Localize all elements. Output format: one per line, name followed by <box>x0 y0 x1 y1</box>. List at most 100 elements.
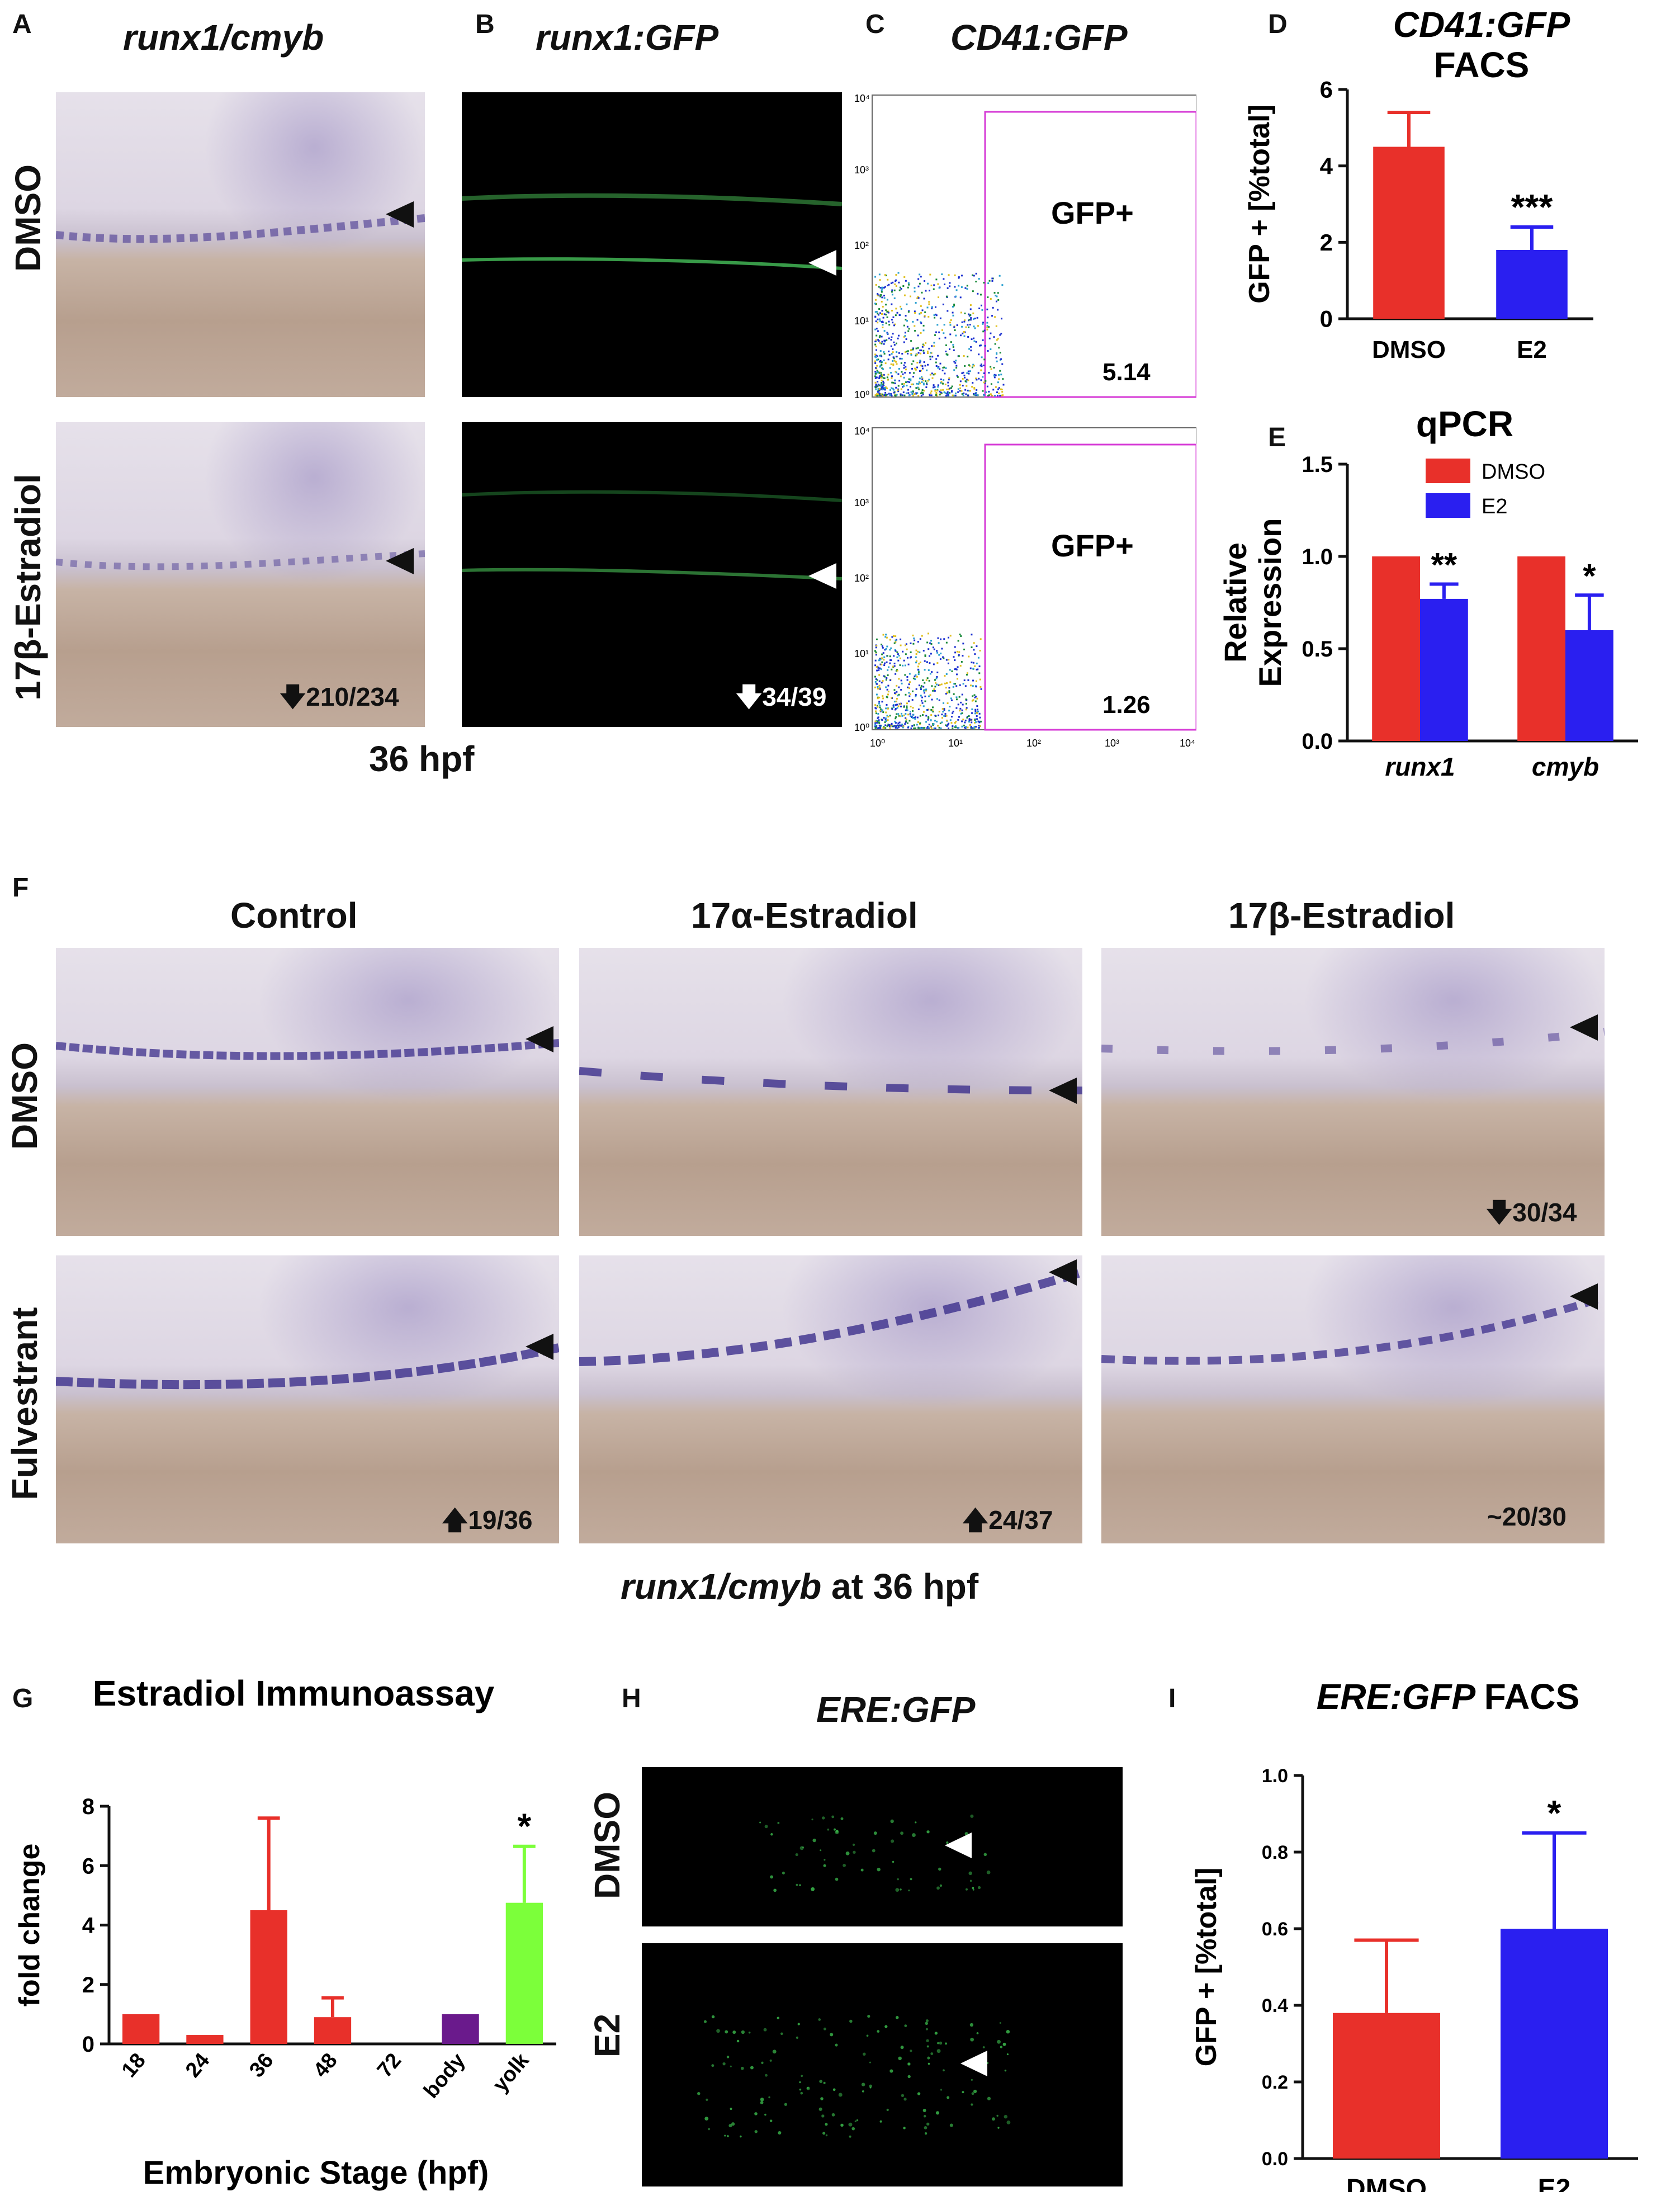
facs-event-dot <box>915 387 917 389</box>
facs-event-dot <box>890 345 892 347</box>
facs-event-dot <box>895 650 897 652</box>
facs-event-dot <box>893 289 896 291</box>
facs-event-dot <box>895 639 897 641</box>
facs-event-dot <box>958 277 960 279</box>
facs-event-dot <box>887 278 889 281</box>
facs-event-dot <box>938 331 940 333</box>
facs-event-dot <box>906 707 908 709</box>
facs-event-dot <box>964 319 966 322</box>
gfp-signal-dot <box>778 2131 782 2135</box>
gfp-signal-dot <box>912 1833 916 1838</box>
facs-event-dot <box>875 339 877 341</box>
arrowhead-icon <box>1570 1283 1598 1310</box>
facs-event-dot <box>885 322 887 324</box>
facs-event-dot <box>962 683 964 685</box>
facs-event-dot <box>891 377 893 379</box>
facs-event-dot <box>875 726 877 729</box>
facs-event-dot <box>898 654 900 657</box>
facs-event-dot <box>942 389 944 391</box>
chart-title: qPCR <box>1416 404 1513 444</box>
facs-event-dot <box>955 668 958 670</box>
facs-event-dot <box>977 710 979 712</box>
facs-event-dot <box>954 721 956 724</box>
facs-event-dot <box>927 380 929 382</box>
facs-event-dot <box>919 273 921 276</box>
facs-event-dot <box>964 719 967 721</box>
facs-event-dot <box>875 384 877 386</box>
facs-event-dot <box>916 297 919 299</box>
facs-event-dot <box>877 716 879 719</box>
facs-event-dot <box>957 719 959 721</box>
facs-event-dot <box>934 334 936 336</box>
facs-event-dot <box>907 714 910 716</box>
facs-event-dot <box>903 376 905 379</box>
facs-event-dot <box>953 303 955 305</box>
facs-event-dot <box>966 288 968 290</box>
facs-event-dot <box>982 323 984 325</box>
facs-event-dot <box>946 682 948 684</box>
gfp-signal-dot <box>900 1831 904 1835</box>
facs-event-dot <box>993 376 996 379</box>
facs-event-dot <box>929 726 931 728</box>
facs-event-dot <box>952 314 954 317</box>
facs-event-dot <box>926 352 929 355</box>
facs-event-dot <box>878 659 880 662</box>
facs-event-dot <box>905 643 907 645</box>
facs-event-dot <box>972 363 974 366</box>
facs-event-dot <box>967 336 969 338</box>
facs-event-dot <box>977 292 979 295</box>
facs-event-dot <box>876 376 878 379</box>
facs-event-dot <box>914 310 916 313</box>
facs-event-dot <box>964 727 967 729</box>
facs-event-dot <box>935 394 937 396</box>
arrowhead-icon <box>1049 1078 1077 1104</box>
bar <box>1373 147 1445 319</box>
gfp-signal-dot <box>910 2049 912 2052</box>
facs-event-dot <box>916 724 918 726</box>
facs-event-dot <box>941 329 944 331</box>
gfp-signal-dot <box>780 2032 783 2036</box>
facs-event-dot <box>971 366 973 369</box>
facs-event-dot <box>948 377 950 379</box>
facs-event-dot <box>901 715 903 717</box>
gfp-signal-dot <box>971 2092 974 2095</box>
facs-event-dot <box>902 386 904 388</box>
facs-event-dot <box>900 688 902 691</box>
facs-event-dot <box>939 362 941 365</box>
facs-event-dot <box>878 377 881 379</box>
x-tick-label: cmyb <box>1532 752 1599 781</box>
y-tick-label: 0.0 <box>1262 2148 1288 2170</box>
facs-event-dot <box>881 355 883 357</box>
facs-event-dot <box>924 682 926 684</box>
facs-event-dot <box>877 385 879 388</box>
facs-event-dot <box>881 363 883 366</box>
facs-event-dot <box>887 674 889 676</box>
facs-event-dot <box>931 372 933 375</box>
facs-event-dot <box>977 668 979 670</box>
facs-event-dot <box>996 360 998 362</box>
facs-event-dot <box>949 681 952 683</box>
facs-event-dot <box>980 688 982 690</box>
facs-event-dot <box>947 385 949 387</box>
gfp-signal-dot <box>867 2015 870 2018</box>
facs-event-dot <box>978 377 980 380</box>
gfp-signal-dot <box>873 1831 877 1835</box>
x-tick-label: yolk <box>489 2048 534 2096</box>
facs-event-dot <box>899 657 901 659</box>
facs-event-dot <box>998 374 1000 376</box>
facs-xtick: 10⁰ <box>870 738 885 749</box>
facs-event-dot <box>910 379 912 381</box>
facs-event-dot <box>993 366 995 369</box>
facs-event-dot <box>920 352 922 355</box>
facs-event-dot <box>896 703 898 706</box>
facs-event-dot <box>912 376 915 378</box>
gfp-signal-dot <box>799 1884 801 1887</box>
facs-event-dot <box>972 699 974 701</box>
legend-label: E2 <box>1482 495 1507 518</box>
facs-event-dot <box>880 374 882 376</box>
facs-event-dot <box>914 639 916 641</box>
facs-event-dot <box>900 644 902 646</box>
facs-event-dot <box>950 390 953 393</box>
facs-event-dot <box>930 714 933 716</box>
facs-event-dot <box>1000 333 1002 335</box>
